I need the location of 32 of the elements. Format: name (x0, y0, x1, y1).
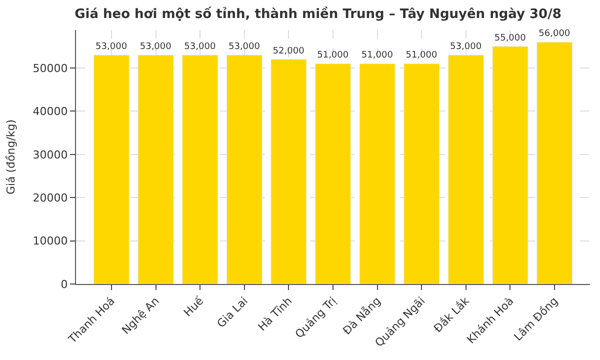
bar (536, 42, 573, 284)
x-tick-label: Gia Lai (214, 294, 250, 330)
data-label: 52,000 (272, 46, 305, 56)
chart-title: Giá heo hơi một số tỉnh, thành miền Trung – Tây Nguyên ngày 30/8 (74, 6, 562, 22)
data-label: 53,000 (228, 42, 260, 52)
bar (182, 54, 218, 284)
data-label: 51,000 (361, 50, 394, 61)
y-tick-label: 50000 (32, 62, 68, 75)
data-label: 55,000 (494, 33, 526, 44)
y-tick-label: 30000 (32, 148, 68, 162)
data-label: 53,000 (184, 42, 216, 52)
data-label: 53,000 (96, 42, 128, 52)
data-label: 51,000 (317, 50, 349, 61)
bar (448, 54, 484, 284)
bar (270, 59, 307, 284)
data-label: 53,000 (140, 42, 172, 52)
y-tick-label: 40000 (32, 105, 68, 118)
bar (93, 54, 130, 284)
y-tick-label: 0 (60, 278, 68, 291)
x-tick-label: Hà Tĩnh (256, 294, 295, 334)
bar (138, 54, 174, 284)
y-tick-label: 20000 (32, 191, 68, 204)
bar (315, 63, 351, 284)
data-label: 51,000 (406, 50, 438, 61)
bar (492, 46, 528, 284)
data-label: 53,000 (450, 42, 482, 52)
bar (359, 63, 396, 284)
bar (226, 54, 262, 284)
y-axis-title: Giá (đồng/kg) (4, 119, 18, 195)
y-tick-label: 10000 (32, 234, 68, 248)
data-label: 56,000 (538, 29, 570, 40)
bar (404, 63, 440, 284)
